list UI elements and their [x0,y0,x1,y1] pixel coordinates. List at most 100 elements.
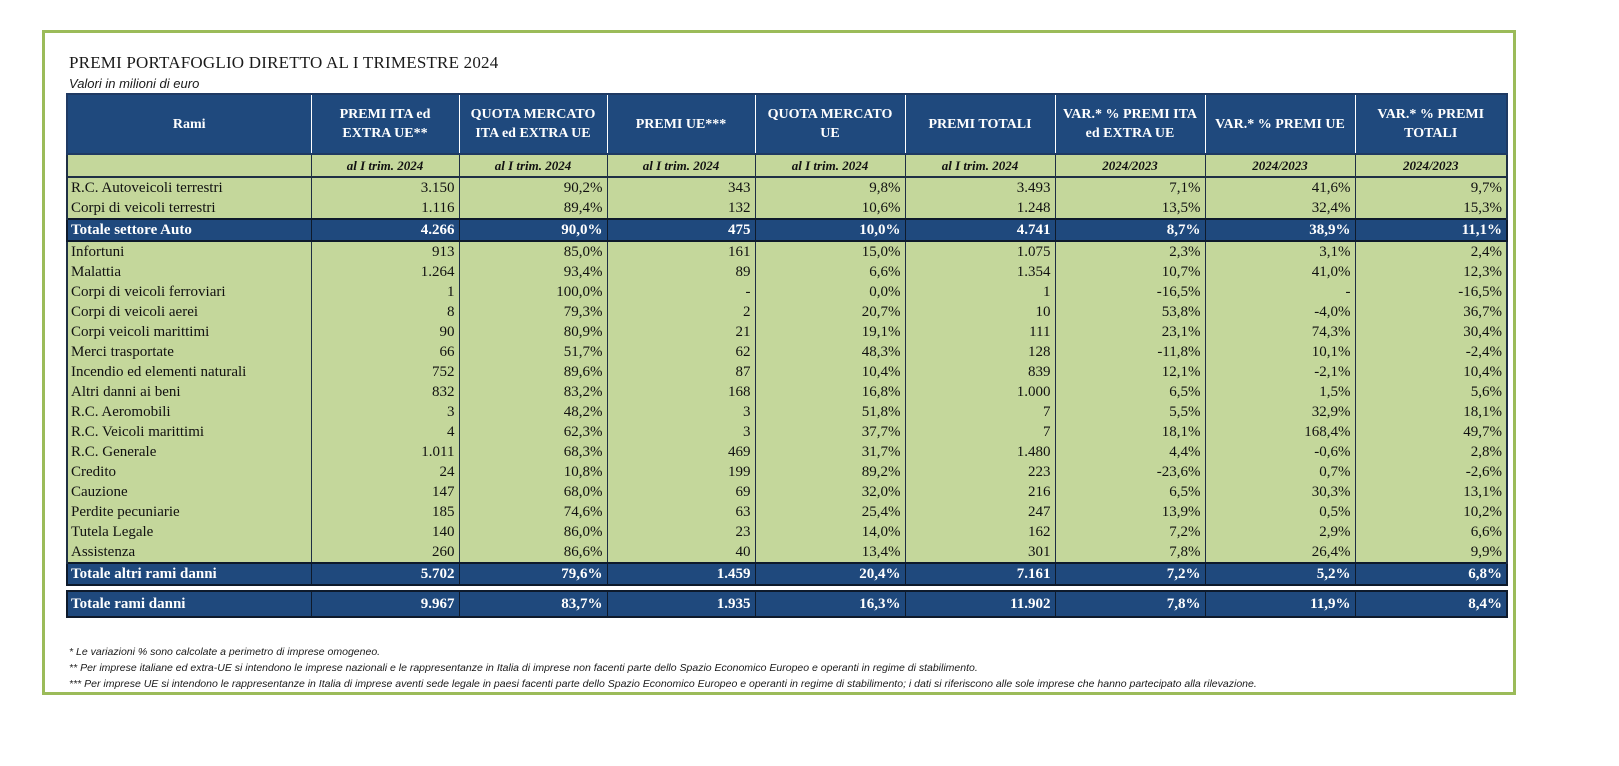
table-cell: 93,4% [458,262,607,282]
table-cell: 469 [606,442,755,462]
table-row: R.C. Autoveicoli terrestri 3.150 90,2% 343 9… [66,177,1508,198]
table-cell: 36,7% [1354,302,1508,322]
report-frame: PREMI PORTAFOGLIO DIRETTO AL I TRIMESTRE… [42,30,1516,695]
subheader-cell: al I trim. 2024 [310,154,459,178]
table-cell: 89,2% [754,462,905,482]
table-cell: 185 [310,502,459,522]
table-cell: 140 [310,522,459,542]
table-cell: 5.702 [310,562,459,586]
table-subtitle: Valori in milioni di euro [69,76,200,91]
table-cell: 168,4% [1204,422,1355,442]
row-label: Malattia [66,262,311,282]
table-cell: 3 [606,402,755,422]
table-cell: 343 [606,177,755,198]
table-cell: 7 [904,402,1055,422]
table-cell: 128 [904,342,1055,362]
row-label: Incendio ed elementi naturali [66,362,311,382]
table-cell: 86,6% [458,542,607,563]
table-cell: 2 [606,302,755,322]
premiums-table: Rami PREMI ITA ed EXTRA UE** QUOTA MERCA… [66,93,1508,618]
table-cell: 8 [310,302,459,322]
subheader-cell: 2024/2023 [1354,154,1508,178]
table-cell: 111 [904,322,1055,342]
row-spacer [67,585,1507,591]
table-cell: 37,7% [754,422,905,442]
table-cell: 20,4% [754,562,905,586]
table-cell: 21 [606,322,755,342]
table-cell: 6,5% [1054,382,1205,402]
row-label: Infortuni [66,241,311,262]
table-cell: 199 [606,462,755,482]
row-label: Cauzione [66,482,311,502]
row-label: R.C. Generale [66,442,311,462]
table-cell: 7.161 [904,562,1055,586]
table-cell: 62 [606,342,755,362]
table-cell: 85,0% [458,241,607,262]
table-cell: 223 [904,462,1055,482]
table-cell: 301 [904,542,1055,563]
col-header-premi-totali: PREMI TOTALI [904,93,1056,155]
table-cell: 7,1% [1054,177,1205,198]
subheader-cell: al I trim. 2024 [904,154,1055,178]
table-cell: 10,4% [754,362,905,382]
subheader-cell: al I trim. 2024 [606,154,755,178]
table-cell: 79,3% [458,302,607,322]
table-cell: 0,7% [1204,462,1355,482]
row-label: Perdite pecuniarie [66,502,311,522]
table-cell: 62,3% [458,422,607,442]
table-cell: 2,4% [1354,241,1508,262]
table-cell: 132 [606,198,755,219]
table-cell: 13,1% [1354,482,1508,502]
table-cell: 3,1% [1204,241,1355,262]
col-header-var-ue: VAR.* % PREMI UE [1204,93,1356,155]
row-label: Totale rami danni [66,590,311,618]
table-cell: 10,4% [1354,362,1508,382]
table-cell: 1.264 [310,262,459,282]
table-cell: -11,8% [1054,342,1205,362]
table-cell: 1.116 [310,198,459,219]
row-label: Corpi veicoli marittimi [66,322,311,342]
table-cell: 87 [606,362,755,382]
table-cell: 9,9% [1354,542,1508,563]
table-cell: -16,5% [1354,282,1508,302]
table-cell: 30,4% [1354,322,1508,342]
table-cell: 5,2% [1204,562,1355,586]
table-row: R.C. Aeromobili 3 48,2% 3 51,8% 7 5,5% 32,9% 18,… [66,402,1508,422]
table-row: Infortuni 913 85,0% 161 15,0% 1.075 2,3% 3,1% 2,… [66,241,1508,262]
table-cell: 1 [310,282,459,302]
table-cell: 168 [606,382,755,402]
table-row: Assistenza 260 86,6% 40 13,4% 301 7,8% 26,4% 9,9… [66,542,1508,563]
row-label: Totale altri rami danni [66,562,311,586]
table-cell: 6,6% [1354,522,1508,542]
table-cell: 18,1% [1354,402,1508,422]
table-cell: 4,4% [1054,442,1205,462]
col-header-quota-ita: QUOTA MERCATO ITA ed EXTRA UE [458,93,608,155]
table-cell: 90 [310,322,459,342]
table-cell: 13,5% [1054,198,1205,219]
table-cell: 15,0% [754,241,905,262]
subheader-cell: al I trim. 2024 [754,154,905,178]
table-row: Malattia 1.264 93,4% 89 6,6% 1.354 10,7% 41,0% 1… [66,262,1508,282]
table-row: Corpi di veicoli aerei 8 79,3% 2 20,7% 10 53,8… [66,302,1508,322]
table-cell: 4 [310,422,459,442]
table-cell: 79,6% [458,562,607,586]
table-cell: -2,4% [1354,342,1508,362]
table-cell: 1.248 [904,198,1055,219]
table-cell: 9.967 [310,590,459,618]
table-cell: 20,7% [754,302,905,322]
table-cell: 4.741 [904,218,1055,242]
table-cell: 53,8% [1054,302,1205,322]
table-cell: 7,8% [1054,590,1205,618]
table-cell: 1,5% [1204,382,1355,402]
table-cell: 3.150 [310,177,459,198]
table-cell: 7,2% [1054,522,1205,542]
table-cell: 41,6% [1204,177,1355,198]
table-cell: 32,0% [754,482,905,502]
table-cell: 15,3% [1354,198,1508,219]
table-row: Tutela Legale 140 86,0% 23 14,0% 162 7,2% 2,9% 6… [66,522,1508,542]
total-auto-row: Totale settore Auto 4.266 90,0% 475 10,0% 4.7… [66,218,1508,242]
table-cell: 1.000 [904,382,1055,402]
table-cell: 1.011 [310,442,459,462]
total-all-row: Totale rami danni 9.967 83,7% 1.935 16,3% 11.… [66,590,1508,618]
table-row: Perdite pecuniarie 185 74,6% 63 25,4% 247 13,9… [66,502,1508,522]
